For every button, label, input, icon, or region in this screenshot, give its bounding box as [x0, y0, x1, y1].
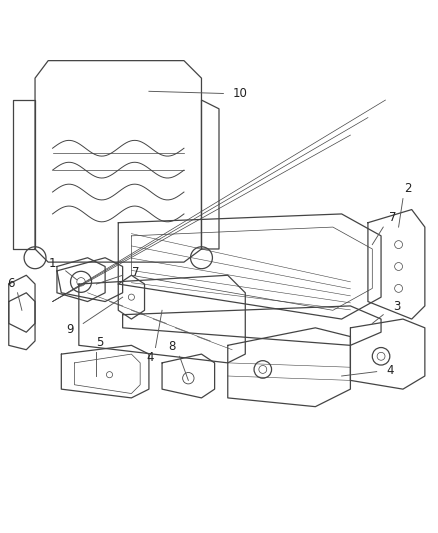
- Polygon shape: [118, 275, 145, 319]
- Polygon shape: [162, 354, 215, 398]
- Text: 8: 8: [169, 340, 176, 353]
- Polygon shape: [118, 214, 381, 319]
- Text: 6: 6: [7, 277, 15, 289]
- Text: 1: 1: [49, 257, 56, 270]
- Polygon shape: [123, 306, 381, 345]
- Text: 7: 7: [389, 211, 397, 224]
- Polygon shape: [228, 328, 350, 407]
- Polygon shape: [9, 293, 35, 350]
- Polygon shape: [79, 275, 245, 363]
- Text: 10: 10: [233, 87, 248, 100]
- Polygon shape: [57, 258, 123, 302]
- Text: 5: 5: [96, 336, 104, 349]
- Polygon shape: [9, 275, 35, 332]
- Polygon shape: [57, 258, 105, 302]
- Polygon shape: [61, 345, 149, 398]
- Text: 4: 4: [146, 351, 154, 364]
- Polygon shape: [201, 100, 219, 249]
- Polygon shape: [350, 319, 425, 389]
- Text: 9: 9: [66, 324, 74, 336]
- Text: 2: 2: [404, 182, 412, 196]
- Polygon shape: [13, 100, 35, 249]
- Polygon shape: [368, 209, 425, 319]
- Text: 7: 7: [132, 265, 140, 279]
- Text: 3: 3: [393, 301, 400, 313]
- Text: 4: 4: [386, 364, 394, 377]
- Polygon shape: [35, 61, 201, 262]
